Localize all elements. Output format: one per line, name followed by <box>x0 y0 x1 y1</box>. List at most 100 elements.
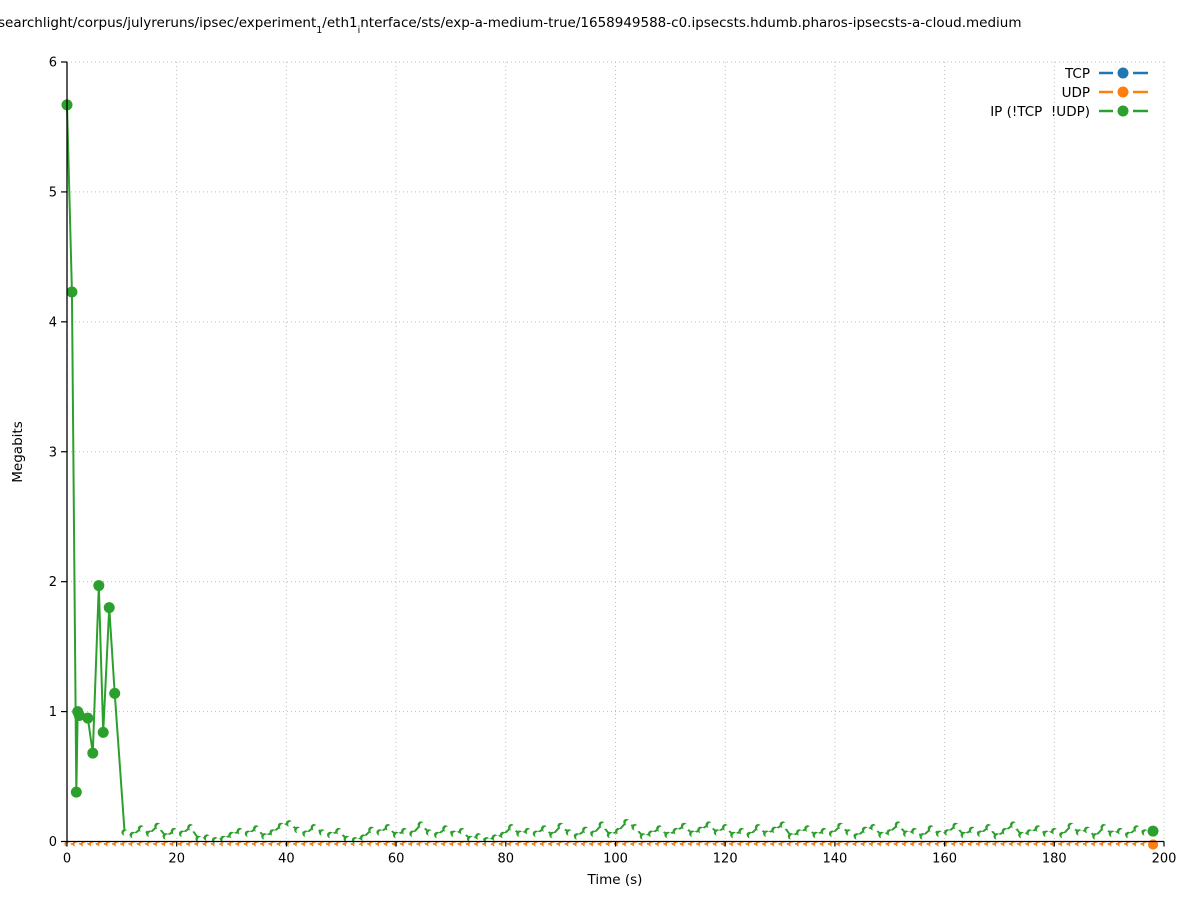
marker-cutout <box>790 842 796 848</box>
series-udp <box>64 839 1159 850</box>
marker-cutout <box>847 830 855 837</box>
marker-cutout <box>181 831 188 839</box>
final-data-point <box>1147 825 1159 837</box>
marker-cutout <box>477 842 483 848</box>
marker-cutout <box>1069 823 1077 831</box>
marker-cutout <box>954 823 962 831</box>
marker-cutout <box>683 823 690 831</box>
marker-cutout <box>1086 827 1093 835</box>
marker-cutout <box>452 831 460 839</box>
marker-cutout <box>288 821 295 828</box>
data-point-spike <box>97 726 109 738</box>
marker-cutout <box>428 830 435 837</box>
marker-cutout <box>1028 842 1034 848</box>
marker-cutout <box>748 833 756 840</box>
marker-cutout <box>518 831 525 839</box>
marker-cutout <box>1102 842 1108 848</box>
marker-cutout <box>140 826 147 833</box>
data-point-spike <box>73 709 85 721</box>
marker-cutout <box>337 842 343 848</box>
marker-cutout <box>222 842 228 848</box>
marker-cutout <box>304 831 312 839</box>
marker-cutout <box>1135 826 1143 833</box>
x-tick-label: 0 <box>63 852 71 867</box>
x-tick-label: 60 <box>388 852 405 867</box>
axes-spines-and-ticks <box>61 61 1165 847</box>
series-ip-tcp-udp- <box>61 99 1159 845</box>
marker-cutout <box>535 842 541 848</box>
x-axis-label: Time (s) <box>587 872 643 888</box>
marker-cutout <box>1119 842 1125 848</box>
data-point-spike <box>103 602 115 614</box>
marker-cutout <box>107 842 113 848</box>
marker-cutout <box>938 842 944 848</box>
marker-cutout <box>206 842 212 848</box>
marker-cutout <box>642 842 648 848</box>
x-tick-label: 80 <box>498 852 515 867</box>
marker-cutout <box>987 825 994 832</box>
marker-cutout <box>806 842 812 848</box>
marker-cutout <box>510 842 516 848</box>
marker-cutout <box>551 833 558 840</box>
marker-cutout <box>140 842 146 848</box>
marker-cutout <box>716 830 723 837</box>
marker-cutout <box>469 836 476 844</box>
marker-cutout <box>995 842 1001 848</box>
x-tick-label: 140 <box>822 852 847 867</box>
data-point-spike <box>70 786 82 798</box>
marker-cutout <box>230 842 236 848</box>
marker-cutout <box>946 842 952 848</box>
marker-cutout <box>452 842 458 848</box>
legend-item-udp: UDP <box>1062 85 1148 101</box>
marker-cutout <box>1012 842 1018 848</box>
marker-cutout <box>814 842 820 848</box>
marker-cutout <box>502 842 508 848</box>
marker-cutout <box>436 842 442 848</box>
marker-cutout <box>255 842 261 848</box>
marker-cutout <box>1110 831 1118 839</box>
marker-cutout <box>740 842 746 848</box>
marker-cutout <box>995 834 1003 841</box>
marker-cutout <box>732 842 738 848</box>
marker-cutout <box>765 842 771 848</box>
marker-cutout <box>329 833 336 840</box>
marker-cutout <box>1004 842 1010 848</box>
marker-cutout <box>782 842 788 848</box>
y-tick-label: 4 <box>49 315 57 330</box>
marker-cutout <box>592 831 599 839</box>
marker-cutout <box>699 842 705 848</box>
data-point-spike <box>82 712 94 724</box>
marker-cutout <box>296 827 303 835</box>
marker-cutout <box>1053 829 1060 836</box>
marker-cutout <box>666 842 672 848</box>
marker-cutout <box>740 829 748 836</box>
marker-cutout <box>559 823 567 831</box>
marker-cutout <box>164 834 172 841</box>
marker-cutout <box>979 842 985 848</box>
marker-cutout <box>1135 842 1141 848</box>
legend-marker <box>1117 86 1129 98</box>
marker-cutout <box>493 835 501 843</box>
marker-cutout <box>403 842 409 848</box>
marker-cutout <box>781 822 789 830</box>
marker-cutout <box>494 842 500 848</box>
marker-cutout <box>387 842 393 848</box>
marker-cutout <box>164 842 170 848</box>
marker-cutout <box>798 830 805 837</box>
marker-cutout <box>444 842 450 848</box>
marker-cutout <box>699 827 706 835</box>
marker-cutout <box>938 831 945 839</box>
marker-cutout <box>271 842 277 848</box>
title-subscript: 1 <box>316 25 323 37</box>
marker-cutout <box>880 833 887 840</box>
marker-cutout <box>329 842 335 848</box>
marker-cutout <box>592 842 598 848</box>
marker-cutout <box>148 831 155 839</box>
marker-cutout <box>1020 833 1027 840</box>
marker-cutout <box>296 842 302 848</box>
series-line <box>66 104 1154 842</box>
tick-labels: 0 20 40 60 80 100 120 140 160 180 200 0 1 2 3 4 5 6 <box>49 56 1177 867</box>
marker-cutout <box>683 842 689 848</box>
marker-cutout <box>971 842 977 848</box>
marker-cutout <box>197 836 205 844</box>
